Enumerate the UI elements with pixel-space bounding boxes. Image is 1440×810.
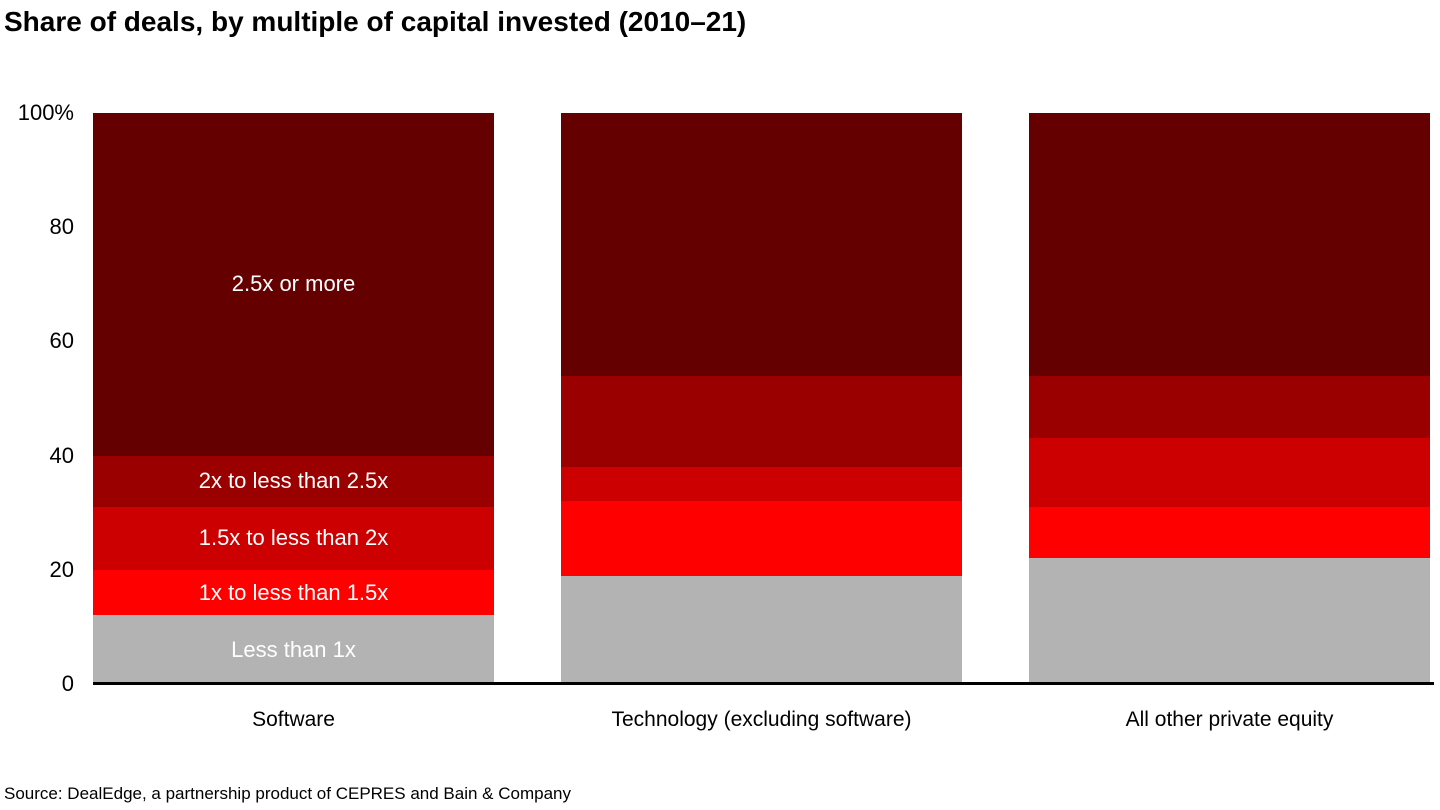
y-axis-tick-40: 40	[49, 442, 74, 468]
bar-all-other-private-equity	[1029, 113, 1430, 684]
segment-less-than-1x	[561, 575, 962, 684]
segment-2x-to-less-than-2.5x	[93, 455, 494, 507]
segment-label-1x-to-less-than-1.5x: 1x to less than 1.5x	[198, 579, 389, 605]
segment-2.5x-or-more	[1029, 113, 1430, 376]
segment-label-2x-to-less-than-2.5x: 2x to less than 2.5x	[198, 468, 389, 494]
source-note: Source: DealEdge, a partnership product …	[4, 784, 571, 803]
category-label-technology-excluding-software: Technology (excluding software)	[611, 708, 912, 731]
segment-2x-to-less-than-2.5x	[1029, 375, 1430, 439]
x-axis-baseline	[93, 682, 1434, 685]
segment-label-2.5x-or-more: 2.5x or more	[231, 271, 356, 297]
segment-2x-to-less-than-2.5x	[561, 375, 962, 468]
segment-2.5x-or-more	[561, 113, 962, 376]
segment-1.5x-to-less-than-2x	[1029, 438, 1430, 507]
segment-1.5x-to-less-than-2x	[93, 507, 494, 570]
segment-1x-to-less-than-1.5x	[1029, 507, 1430, 559]
segment-1x-to-less-than-1.5x	[93, 569, 494, 616]
segment-less-than-1x	[1029, 558, 1430, 684]
segment-label-less-than-1x: Less than 1x	[231, 636, 356, 662]
segment-1.5x-to-less-than-2x	[561, 467, 962, 502]
chart-title: Share of deals, by multiple of capital i…	[4, 6, 747, 37]
y-axis-tick-0: 0	[61, 671, 74, 696]
segment-label-1.5x-to-less-than-2x: 1.5x to less than 2x	[198, 525, 389, 551]
category-label-software: Software	[252, 708, 335, 731]
y-axis-tick-100: 100%	[17, 100, 74, 125]
category-label-all-other-private-equity: All other private equity	[1125, 708, 1334, 731]
segment-1x-to-less-than-1.5x	[561, 501, 962, 576]
bar-software: Less than 1x 1x to less than 1.5x 1.5x to …	[93, 113, 494, 684]
y-axis-tick-60: 60	[49, 328, 74, 354]
y-axis-tick-20: 20	[49, 556, 74, 582]
bar-technology-excluding-software	[561, 113, 962, 684]
segment-2.5x-or-more	[93, 113, 494, 456]
segment-less-than-1x	[93, 615, 494, 684]
y-axis-tick-80: 80	[49, 214, 74, 240]
